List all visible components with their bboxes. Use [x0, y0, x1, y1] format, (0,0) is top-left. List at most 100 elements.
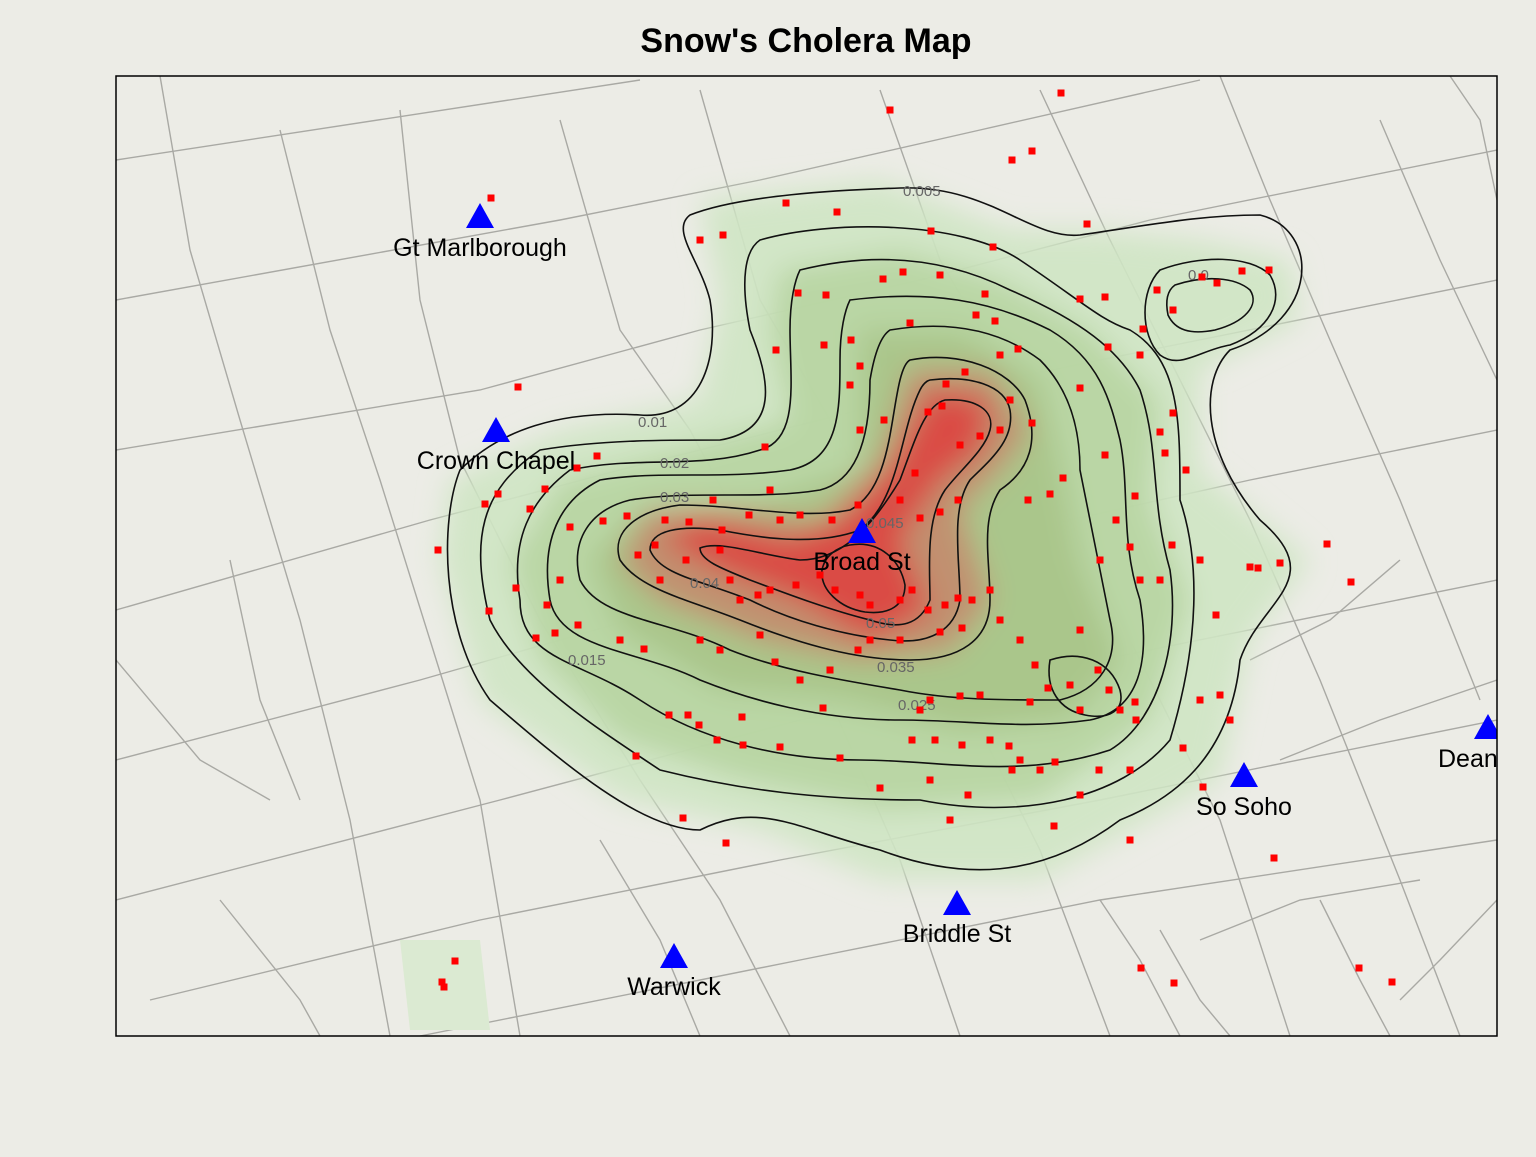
street	[419, 839, 1497, 1036]
square-death-icon	[899, 268, 907, 276]
contour-labels: 0.005 0.01 0.015 0.02 0.025 0.03 0.035 0…	[568, 183, 1209, 714]
square-death-icon	[954, 496, 962, 504]
square-death-icon	[1024, 496, 1032, 504]
contour-005-ne	[1144, 258, 1277, 362]
square-death-icon	[1196, 556, 1204, 564]
square-death-icon	[679, 814, 687, 822]
street	[116, 79, 641, 161]
plot-frame	[115, 75, 1498, 1037]
square-death-icon	[761, 443, 769, 451]
square-death-icon	[1014, 345, 1022, 353]
square-death-icon	[716, 546, 724, 554]
square-death-icon	[986, 586, 994, 594]
contour-label: 0.02	[660, 455, 689, 472]
square-death-icon	[766, 586, 774, 594]
square-death-icon	[1116, 706, 1124, 714]
triangle-pump-icon	[943, 890, 971, 915]
street	[1219, 76, 1481, 701]
square-death-icon	[1016, 636, 1024, 644]
square-death-icon	[599, 517, 607, 525]
square-death-icon	[946, 816, 954, 824]
square-death-icon	[1026, 698, 1034, 706]
square-death-icon	[494, 490, 502, 498]
triangle-pump-icon	[848, 518, 876, 543]
square-death-icon	[696, 636, 704, 644]
square-death-icon	[956, 441, 964, 449]
contour-0015	[516, 258, 1174, 768]
square-death-icon	[1006, 396, 1014, 404]
square-death-icon	[1131, 698, 1139, 706]
square-death-icon	[1355, 964, 1363, 972]
square-death-icon	[438, 978, 446, 986]
square-death-icon	[593, 452, 601, 460]
square-death-icon	[931, 736, 939, 744]
square-death-icon	[796, 676, 804, 684]
contour-0045	[821, 543, 906, 614]
square-death-icon	[1388, 978, 1396, 986]
pump-broad-st: Broad St	[813, 518, 911, 576]
square-death-icon	[1126, 836, 1134, 844]
pump-gt-marlborough: Gt Marlborough	[393, 203, 567, 262]
square-death-icon	[986, 736, 994, 744]
square-death-icon	[989, 243, 997, 251]
contour-0035	[649, 377, 1012, 642]
square-death-icon	[906, 319, 914, 327]
square-death-icon	[766, 486, 774, 494]
square-death-icon	[771, 658, 779, 666]
square-death-icon	[822, 291, 830, 299]
contour-label: 0.0	[1188, 267, 1209, 284]
contour-label: 0.035	[877, 659, 915, 676]
square-death-icon	[942, 380, 950, 388]
street	[1159, 929, 1231, 1036]
square-death-icon	[514, 383, 522, 391]
square-death-icon	[1031, 661, 1039, 669]
square-death-icon	[1168, 541, 1176, 549]
square-death-icon	[1044, 684, 1052, 692]
square-death-icon	[487, 194, 495, 202]
square-death-icon	[816, 571, 824, 579]
pump-label: Crown Chapel	[417, 447, 575, 475]
square-death-icon	[1196, 696, 1204, 704]
triangle-pump-icon	[466, 203, 494, 228]
square-death-icon	[964, 791, 972, 799]
contour-label: 0.01	[638, 414, 667, 431]
square-death-icon	[1199, 783, 1207, 791]
square-death-icon	[434, 546, 442, 554]
contour-label: 0.04	[690, 575, 719, 592]
contour-0025	[576, 325, 1114, 701]
square-death-icon	[1016, 756, 1024, 764]
square-death-icon	[856, 426, 864, 434]
square-death-icon	[481, 500, 489, 508]
square-death-icon	[866, 601, 874, 609]
square-death-icon	[1270, 854, 1278, 862]
square-death-icon	[1136, 576, 1144, 584]
square-death-icon	[856, 591, 864, 599]
square-death-icon	[566, 523, 574, 531]
square-death-icon	[926, 696, 934, 704]
square-death-icon	[1136, 351, 1144, 359]
square-death-icon	[936, 508, 944, 516]
square-death-icon	[896, 496, 904, 504]
square-death-icon	[833, 208, 841, 216]
square-death-icon	[573, 464, 581, 472]
square-death-icon	[1096, 556, 1104, 564]
square-death-icon	[1131, 492, 1139, 500]
contour-label: 0.025	[898, 697, 936, 714]
square-death-icon	[632, 752, 640, 760]
square-death-icon	[1005, 742, 1013, 750]
square-death-icon	[665, 711, 673, 719]
square-death-icon	[1132, 716, 1140, 724]
square-death-icon	[541, 485, 549, 493]
square-death-icon	[1156, 576, 1164, 584]
square-death-icon	[880, 416, 888, 424]
square-death-icon	[526, 505, 534, 513]
square-death-icon	[1028, 419, 1036, 427]
square-death-icon	[776, 743, 784, 751]
pump-label: So Soho	[1196, 793, 1292, 821]
square-death-icon	[976, 432, 984, 440]
square-death-icon	[1051, 758, 1059, 766]
square-death-icon	[958, 741, 966, 749]
contour-001-ne	[1166, 277, 1254, 333]
square-death-icon	[1347, 578, 1355, 586]
square-death-icon	[1226, 716, 1234, 724]
